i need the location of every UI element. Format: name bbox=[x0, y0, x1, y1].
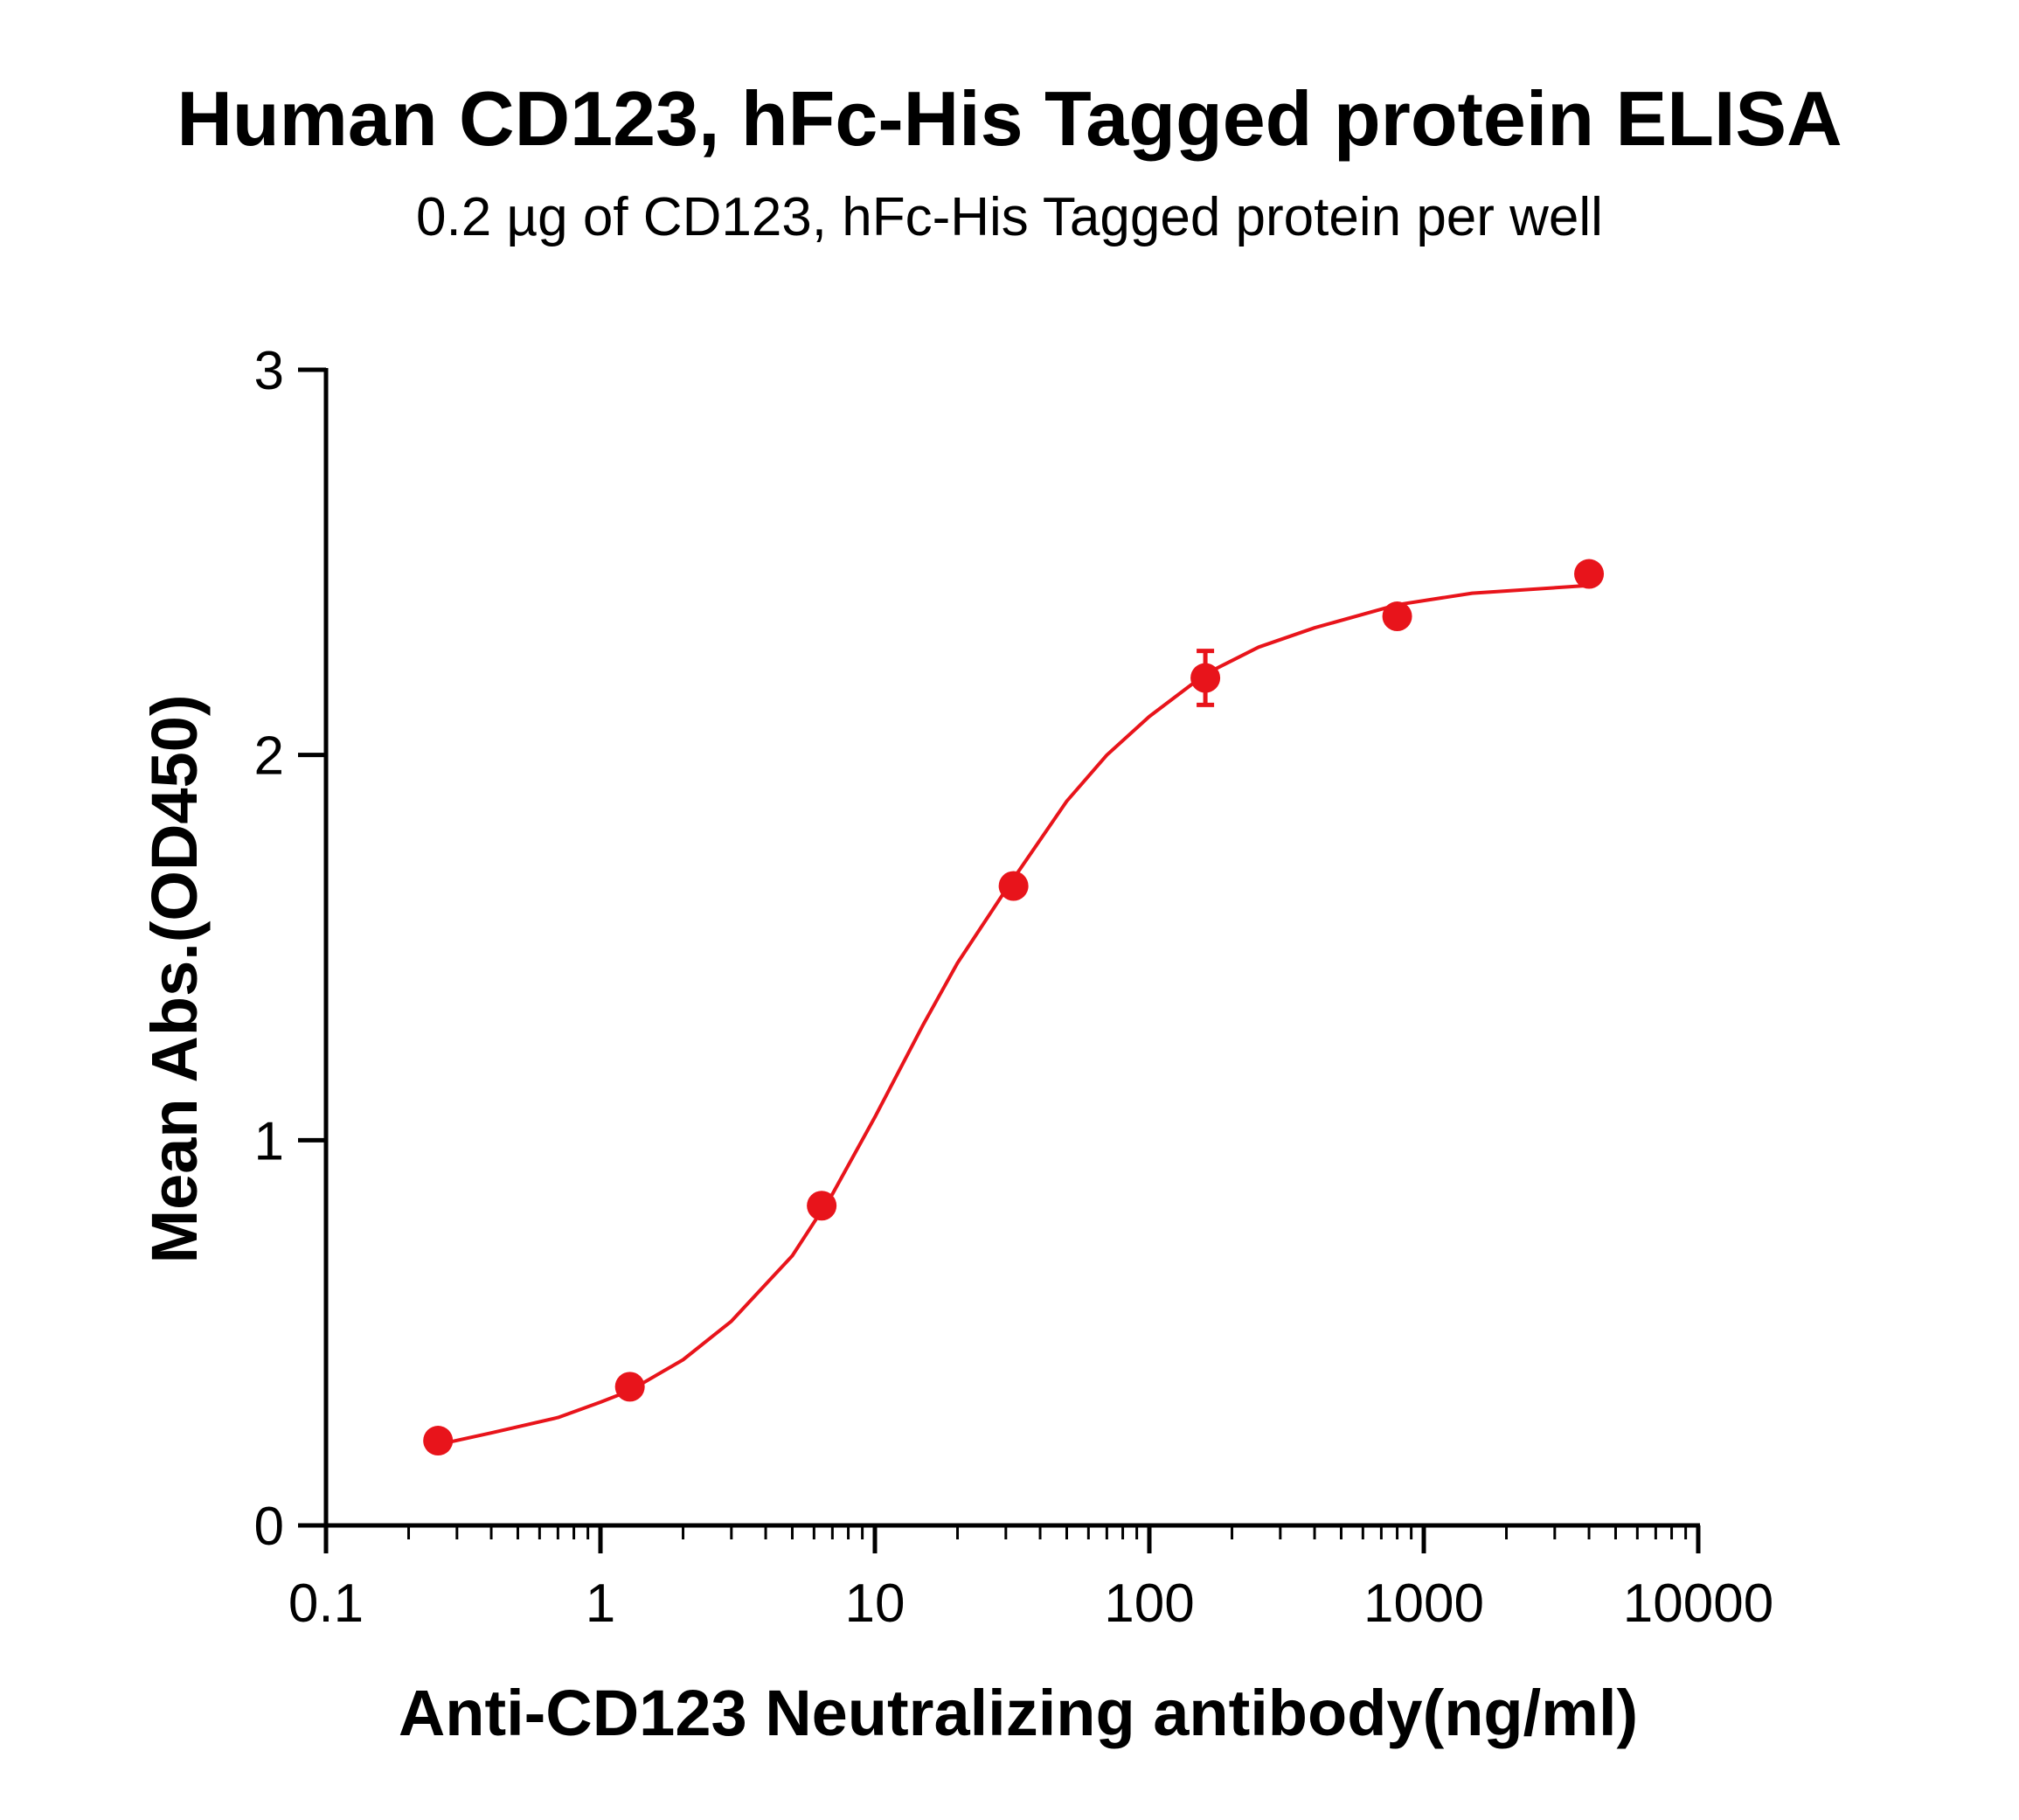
y-tick-label: 0 bbox=[254, 1497, 284, 1557]
data-point bbox=[998, 871, 1029, 901]
x-tick-label: 10 bbox=[845, 1573, 905, 1634]
y-tick-label: 1 bbox=[254, 1111, 284, 1171]
data-point bbox=[614, 1372, 645, 1402]
chart-subtitle: 0.2 µg of CD123, hFc-His Tagged protein … bbox=[416, 187, 1603, 247]
x-tick-label: 1000 bbox=[1363, 1573, 1484, 1634]
fit-curve bbox=[437, 583, 1590, 1447]
y-axis-label: Mean Abs.(OD450) bbox=[138, 694, 211, 1263]
data-point bbox=[1190, 663, 1221, 693]
axes: 0 1 2 3 0.1 1 10 100 1000 10000 bbox=[254, 341, 1774, 1634]
chart-title: Human CD123, hFc-His Tagged protein ELIS… bbox=[177, 75, 1842, 162]
fit-curve-layer bbox=[437, 583, 1590, 1447]
x-tick-label: 0.1 bbox=[288, 1573, 364, 1634]
x-tick-label: 1 bbox=[586, 1573, 615, 1634]
y-tick-label: 3 bbox=[254, 341, 284, 401]
y-tick-label: 2 bbox=[254, 726, 284, 787]
x-axis-label: Anti-CD123 Neutralizing antibody(ng/ml) bbox=[399, 1677, 1638, 1749]
data-point bbox=[1382, 601, 1412, 632]
data-point bbox=[423, 1426, 454, 1456]
x-tick-label: 100 bbox=[1104, 1573, 1194, 1634]
data-point bbox=[1574, 559, 1605, 589]
data-point bbox=[807, 1191, 837, 1221]
x-tick-label: 10000 bbox=[1623, 1573, 1773, 1634]
data-points bbox=[423, 559, 1605, 1456]
